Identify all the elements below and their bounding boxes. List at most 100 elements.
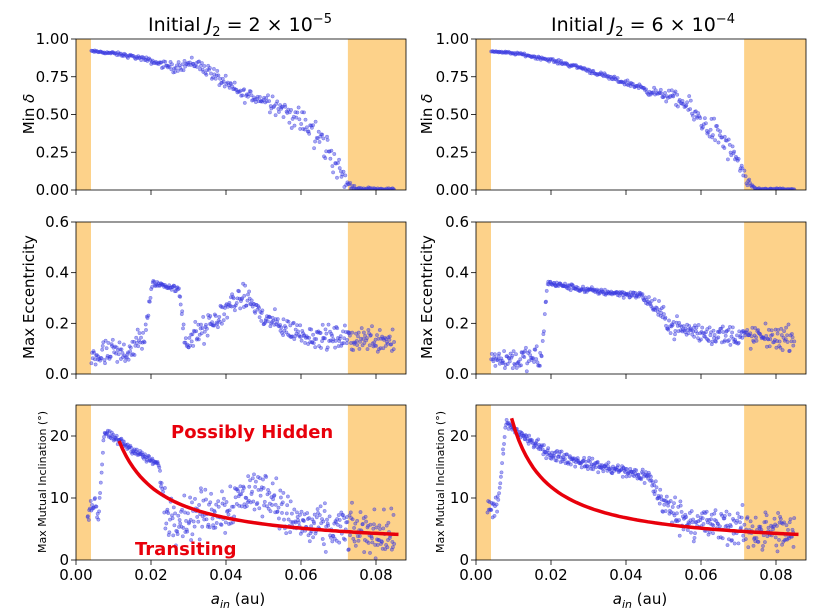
data-point — [780, 348, 785, 353]
data-point — [97, 495, 102, 500]
data-point — [184, 518, 189, 523]
data-point — [188, 495, 193, 500]
data-point — [391, 512, 396, 517]
data-point — [213, 76, 218, 81]
data-point — [204, 326, 209, 331]
shaded-region — [476, 39, 491, 190]
data-point — [128, 345, 133, 350]
xlabel-left: ain (au) — [211, 590, 265, 610]
panel-right-middle: 0.0 0.2 0.4 0.6 — [445, 213, 807, 383]
data-point — [228, 521, 233, 526]
data-point — [691, 539, 696, 544]
data-point — [123, 359, 128, 363]
data-point — [616, 463, 620, 468]
data-point — [725, 543, 730, 548]
data-point — [183, 336, 188, 341]
ytick-label: 0.2 — [445, 314, 469, 332]
data-point — [92, 357, 97, 362]
data-point — [204, 497, 208, 502]
data-point — [537, 363, 542, 368]
data-point — [103, 338, 108, 343]
panel-right-top: 0.00 0.25 0.50 0.75 1.00 — [436, 30, 807, 199]
data-point — [381, 526, 386, 531]
data-point — [518, 357, 523, 362]
data-point — [544, 288, 549, 293]
data-point — [108, 354, 113, 359]
data-point — [763, 321, 768, 326]
data-point — [194, 329, 199, 334]
data-point — [255, 501, 260, 506]
data-point — [648, 474, 653, 479]
panel-left-middle: 0.0 0.2 0.4 0.6 — [45, 213, 407, 383]
data-point — [715, 124, 719, 128]
data-point — [205, 333, 210, 338]
data-point — [98, 480, 103, 485]
data-point — [272, 307, 277, 312]
data-point — [718, 535, 723, 540]
data-point — [279, 325, 284, 330]
data-point — [712, 116, 717, 121]
data-point — [728, 524, 733, 529]
data-point — [319, 345, 323, 350]
data-point — [535, 360, 540, 365]
data-point — [320, 537, 325, 541]
data-point — [180, 309, 185, 314]
data-point — [585, 464, 590, 468]
data-point — [267, 99, 272, 104]
data-point — [329, 148, 334, 153]
data-point — [565, 452, 569, 457]
ytick-label: 20 — [450, 427, 469, 445]
data-point — [751, 543, 756, 548]
data-point — [240, 296, 245, 301]
data-point — [171, 533, 176, 538]
data-point — [221, 318, 226, 323]
data-point — [330, 164, 335, 169]
data-point — [652, 492, 657, 497]
data-point — [147, 299, 152, 304]
data-point — [542, 312, 547, 317]
data-point — [791, 343, 796, 348]
data-point — [357, 346, 362, 351]
data-point — [342, 336, 347, 341]
data-point — [335, 326, 340, 331]
data-point — [350, 500, 354, 505]
data-point — [640, 467, 645, 472]
data-point — [378, 527, 382, 531]
data-point — [231, 296, 236, 301]
data-point — [355, 343, 360, 348]
data-point — [321, 136, 326, 141]
data-point — [244, 303, 249, 308]
data-point — [789, 332, 794, 336]
data-point — [356, 334, 360, 339]
data-point — [620, 474, 625, 479]
data-point — [689, 530, 693, 535]
data-point — [698, 116, 703, 120]
data-point — [736, 541, 741, 546]
data-point — [501, 447, 505, 452]
data-point — [223, 530, 228, 535]
data-point — [768, 337, 773, 342]
data-point — [276, 516, 281, 521]
ytick-label: 20 — [50, 427, 69, 445]
data-point — [170, 513, 174, 518]
data-point — [147, 454, 152, 459]
data-point — [690, 520, 695, 525]
data-point — [134, 447, 139, 452]
data-point — [166, 511, 171, 516]
data-point — [179, 524, 184, 529]
scatter-points — [489, 49, 797, 190]
data-point — [238, 306, 243, 311]
data-point — [497, 351, 502, 356]
data-point — [223, 73, 228, 78]
data-point — [317, 513, 322, 518]
data-point — [390, 327, 395, 332]
data-point — [690, 111, 694, 116]
data-point — [253, 310, 258, 315]
data-point — [377, 328, 382, 332]
data-point — [89, 361, 94, 366]
data-point — [503, 362, 508, 367]
data-point — [509, 355, 514, 360]
data-point — [143, 322, 148, 327]
data-point — [502, 435, 507, 439]
data-point — [294, 115, 299, 120]
